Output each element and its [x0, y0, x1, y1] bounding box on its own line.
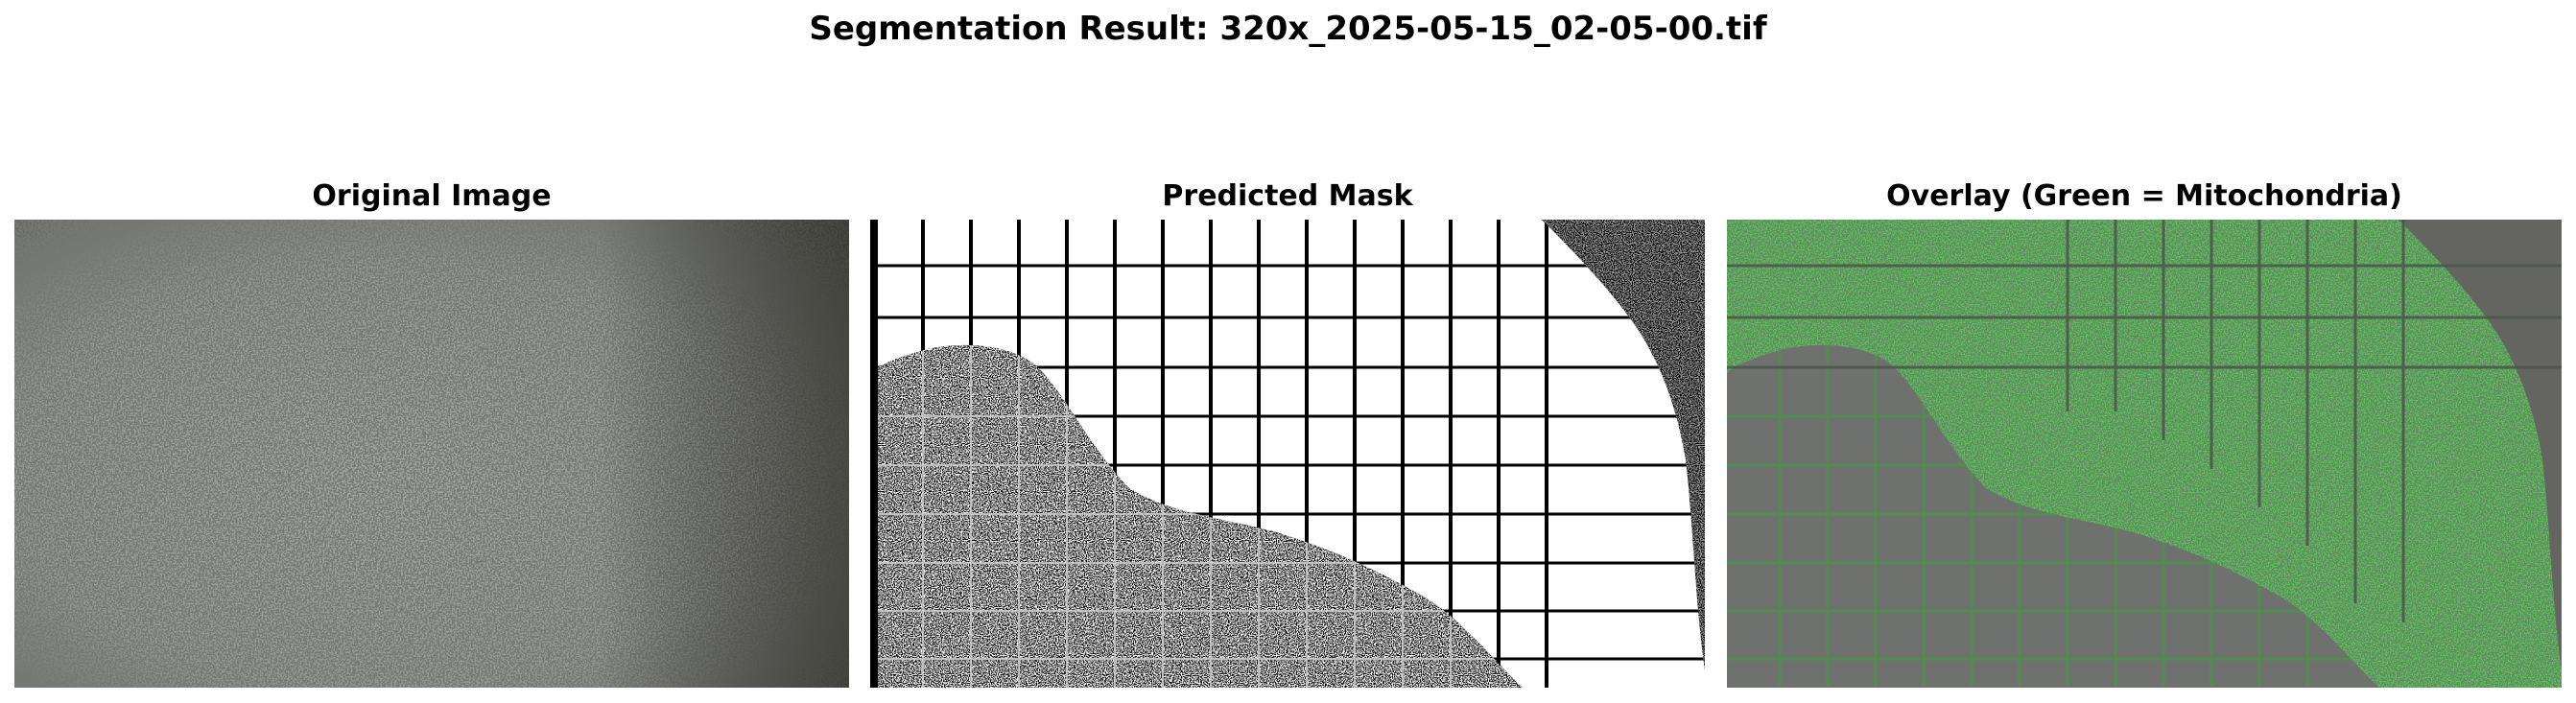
panel-title-overlay: Overlay (Green = Mitochondria)	[1886, 179, 2402, 213]
overlay-image	[1727, 220, 2562, 688]
predicted-mask-canvas	[870, 220, 1705, 688]
overlay-image-canvas	[1727, 220, 2562, 688]
mask-left-edge	[870, 220, 878, 688]
original-image-canvas	[14, 220, 849, 688]
figure-title: Segmentation Result: 320x_2025-05-15_02-…	[809, 10, 1767, 48]
overlay-grid	[1727, 220, 2562, 622]
original-image	[14, 220, 849, 688]
panel-title-original: Original Image	[312, 179, 552, 213]
predicted-mask	[870, 220, 1705, 688]
panel-title-mask: Predicted Mask	[1162, 179, 1413, 213]
original-corner-shade	[14, 220, 849, 688]
